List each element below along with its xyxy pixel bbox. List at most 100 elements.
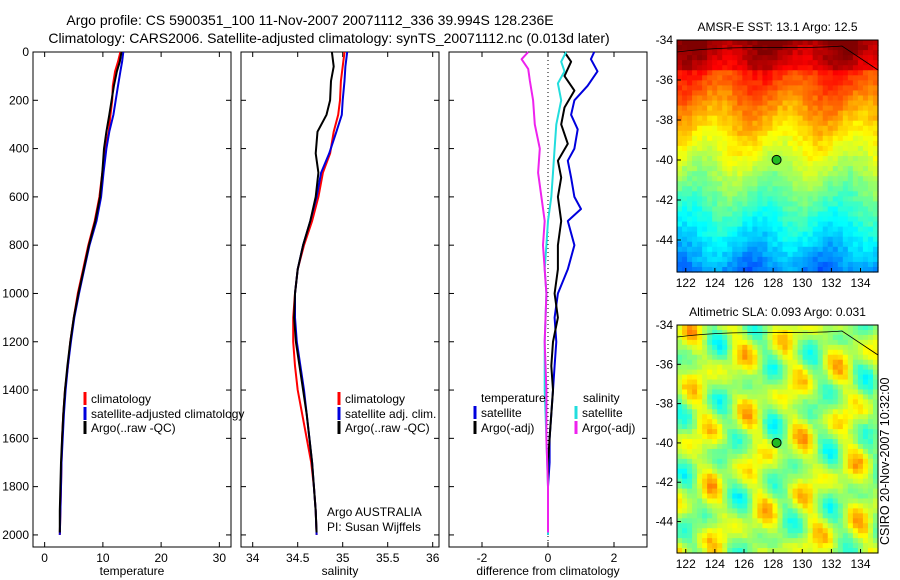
map-cell-sst [752,90,759,97]
map-cell-sst [767,80,774,86]
map-cell-sla [842,468,849,475]
map-cell-sla [697,498,703,505]
map-cell-sla [837,339,844,346]
map-cell-sla [822,463,829,470]
map-cell-sst [842,130,849,137]
map-cell-sla [867,493,874,500]
map-cell-sla [777,369,784,376]
map-cell-sla [827,528,834,534]
map-cell-sla [737,458,743,465]
map-cell-sst [702,140,708,147]
map-title-sst: AMSR-E SST: 13.1 Argo: 12.5 [697,20,857,34]
map-cell-sla [782,443,789,450]
map-cell-sla [717,503,723,509]
map-cell-sst [742,65,748,71]
map-cell-sla [687,503,693,509]
map-cell-sst [827,261,834,268]
map-cell-sst [857,206,864,213]
map-cell-sst [857,120,864,127]
map-cell-sst [822,105,829,112]
map-cell-sla [812,399,819,405]
map-cell-sst [717,140,723,147]
map-cell-sst [802,191,809,197]
map-cell-sla [687,344,693,351]
map-cell-sla [767,374,774,381]
map-cell-sst [772,166,779,172]
map-cell-sst [682,191,688,197]
map-cell-sla [852,443,859,450]
map-cell-sla [767,473,774,480]
map-cell-sst [802,120,809,127]
map-cell-sla [787,473,794,480]
map-cell-sla [772,339,779,346]
map-cell-sla [697,543,703,549]
map-cell-sla [842,394,849,400]
map-cell-sst [702,246,708,253]
map-cell-sst [762,130,769,137]
map-cell-sla [852,513,859,519]
map-cell-sst [717,246,723,253]
map-cell-sla [757,439,764,445]
map-cell-sla [782,478,789,485]
map-cell-sst [762,105,769,112]
map-cell-sla [742,384,748,391]
map-cell-sla [827,399,834,405]
map-cell-sla [722,399,728,405]
map-cell-sla [832,458,839,465]
map-cell-sla [787,493,794,500]
map-cell-sla [697,394,703,400]
map-cell-sla [677,434,683,440]
map-cell-sla [732,409,738,415]
map-cell-sla [727,384,733,391]
map-cell-sst [792,216,799,223]
map-cell-sla [782,543,789,549]
map-cell-sla [787,414,794,420]
map-cell-sla [707,424,713,430]
map-x-tick-label-sst: 128 [763,276,783,290]
map-cell-sst [777,130,784,137]
map-cell-sla [737,414,743,420]
map-cell-sst [862,161,869,167]
map-cell-sst [707,130,713,137]
map-cell-sla [717,389,723,395]
map-cell-sst [702,100,708,107]
map-cell-sla [797,503,804,509]
map-cell-sla [717,379,723,386]
map-cell-sla [697,478,703,485]
map-cell-sst [712,95,718,102]
map-cell-sla [817,528,824,534]
map-cell-sla [687,543,693,549]
map-cell-sst [737,75,743,81]
map-cell-sst [777,120,784,127]
map-cell-sst [777,60,784,66]
map-cell-sla [857,448,864,455]
map-cell-sla [767,523,774,529]
map-cell-sla [812,334,819,341]
map-cell-sla [802,339,809,346]
map-cell-sst [717,196,723,202]
map-cell-sla [802,473,809,480]
map-cell-sla [857,463,864,470]
map-cell-sst [787,266,794,273]
map-cell-sst [802,125,809,132]
map-cell-sla [682,339,688,346]
map-cell-sla [802,543,809,549]
map-cell-sla [682,513,688,519]
map-cell-sla [682,488,688,495]
map-cell-sla [852,458,859,465]
map-cell-sla [817,325,824,331]
map-cell-sla [752,434,759,440]
map-cell-sst [802,206,809,213]
map-cell-sst [842,236,849,243]
map-cell-sla [842,439,849,445]
map-cell-sla [862,458,869,465]
map-cell-sla [777,409,784,415]
map-cell-sst [742,171,748,177]
map-cell-sst [722,90,728,97]
map-cell-sst [787,246,794,253]
map-cell-sla [842,513,849,519]
map-cell-sla [812,538,819,544]
map-cell-sst [677,246,683,253]
map-cell-sst [757,75,764,81]
map-cell-sla [797,493,804,500]
